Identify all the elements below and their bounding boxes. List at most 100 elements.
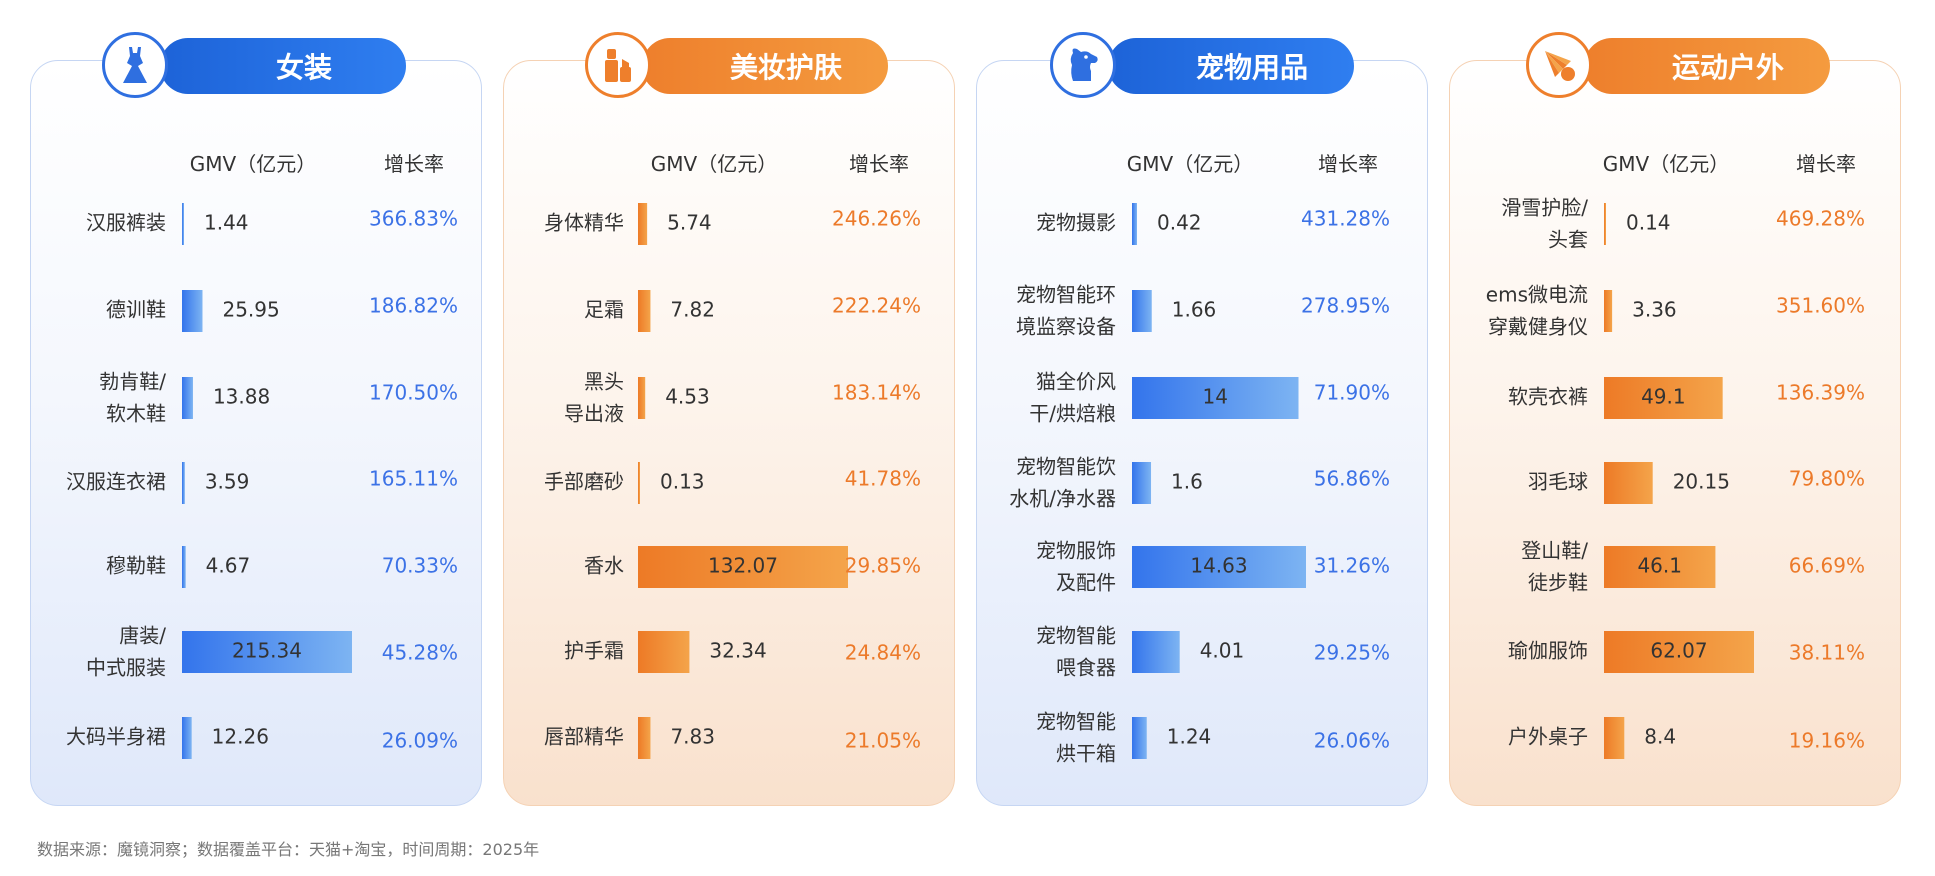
- category-label: 猫全价风: [1036, 370, 1116, 394]
- gmv-bar: [638, 546, 848, 588]
- category-label: ems微电流: [1486, 283, 1588, 307]
- dress-icon: [102, 32, 168, 98]
- gmv-value-label: 20.15: [1673, 470, 1730, 494]
- category-label: 勃肯鞋/: [99, 370, 166, 394]
- growth-header-beauty-skincare: 增长率: [849, 152, 909, 176]
- gmv-value-label: 62.07: [1650, 639, 1707, 663]
- category-label: 香水: [584, 554, 624, 578]
- growth-rate-label: 469.28%: [1776, 207, 1865, 231]
- category-label: 穆勒鞋: [106, 554, 166, 578]
- gmv-bar: [638, 203, 648, 245]
- growth-rate-label: 136.39%: [1776, 381, 1865, 405]
- category-label: 干/烘焙粮: [1029, 402, 1116, 426]
- gmv-bar: [182, 462, 185, 504]
- category-label: 户外桌子: [1508, 725, 1588, 749]
- gmv-bar: [1604, 377, 1723, 419]
- growth-rate-label: 26.09%: [382, 729, 458, 753]
- category-label: 手部磨砂: [544, 470, 624, 494]
- growth-rate-label: 19.16%: [1789, 729, 1865, 753]
- category-label: 唐装/: [119, 624, 166, 648]
- gmv-header-pet-supplies: GMV（亿元）: [1126, 152, 1254, 176]
- cosmetics-icon: [585, 32, 651, 98]
- shuttlecock-icon: [1526, 32, 1592, 98]
- category-label: 黑头: [584, 370, 624, 394]
- gmv-bar: [1604, 717, 1625, 759]
- category-label: 水机/净水器: [1009, 487, 1116, 511]
- growth-rate-label: 366.83%: [369, 207, 458, 231]
- gmv-bar: [1132, 631, 1180, 673]
- gmv-header-sports-outdoor: GMV（亿元）: [1602, 152, 1730, 176]
- category-label: 宠物服饰: [1036, 539, 1116, 563]
- gmv-value-label: 25.95: [222, 298, 279, 322]
- category-label: 德训鞋: [106, 298, 166, 322]
- gmv-bar: [182, 631, 352, 673]
- growth-rate-label: 45.28%: [382, 641, 458, 665]
- gmv-bar: [1132, 203, 1137, 245]
- growth-rate-label: 431.28%: [1301, 207, 1390, 231]
- gmv-bar: [182, 203, 184, 245]
- gmv-value-label: 3.36: [1632, 298, 1677, 322]
- category-label: 滑雪护脸/: [1501, 196, 1588, 220]
- category-label: 羽毛球: [1528, 470, 1588, 494]
- growth-rate-label: 66.69%: [1789, 554, 1865, 578]
- growth-rate-label: 70.33%: [382, 554, 458, 578]
- category-label: 瑜伽服饰: [1508, 639, 1588, 663]
- panel-beauty-skincare: [503, 60, 955, 806]
- gmv-value-label: 0.13: [660, 470, 705, 494]
- gmv-value-label: 4.67: [206, 554, 251, 578]
- gmv-value-label: 49.1: [1641, 385, 1686, 409]
- gmv-bar: [1604, 290, 1613, 332]
- gmv-value-label: 14: [1203, 385, 1228, 409]
- gmv-value-label: 7.82: [670, 298, 715, 322]
- dog-icon: [1050, 32, 1116, 98]
- gmv-bar: [182, 377, 193, 419]
- growth-rate-label: 56.86%: [1314, 467, 1390, 491]
- category-label: 足霜: [584, 298, 624, 322]
- growth-rate-label: 38.11%: [1789, 641, 1865, 665]
- gmv-bar: [638, 631, 690, 673]
- category-label: 喂食器: [1056, 656, 1116, 680]
- gmv-bar: [1132, 290, 1152, 332]
- growth-header-womens-wear: 增长率: [384, 152, 444, 176]
- category-label: 宠物摄影: [1036, 211, 1116, 235]
- gmv-bar: [1604, 462, 1653, 504]
- panel-sports-outdoor: [1449, 60, 1901, 806]
- growth-header-sports-outdoor: 增长率: [1796, 152, 1856, 176]
- growth-rate-label: 278.95%: [1301, 294, 1390, 318]
- gmv-bar: [638, 462, 640, 504]
- gmv-bar: [1604, 631, 1754, 673]
- gmv-bar: [638, 717, 651, 759]
- category-label: 境监察设备: [1016, 315, 1116, 339]
- gmv-bar: [1132, 717, 1147, 759]
- growth-rate-label: 29.85%: [845, 554, 921, 578]
- gmv-value-label: 46.1: [1637, 554, 1682, 578]
- category-label: 护手霜: [564, 639, 624, 663]
- category-label: 唇部精华: [544, 725, 624, 749]
- gmv-bar: [1132, 377, 1299, 419]
- gmv-bar: [1604, 203, 1606, 245]
- gmv-value-label: 4.01: [1200, 639, 1245, 663]
- category-label: 宠物智能: [1036, 624, 1116, 648]
- category-label: 导出液: [564, 402, 624, 426]
- category-label: 及配件: [1056, 571, 1116, 595]
- gmv-value-label: 1.24: [1167, 725, 1212, 749]
- panel-pet-supplies: [976, 60, 1428, 806]
- gmv-value-label: 132.07: [708, 554, 778, 578]
- panel-title-sports-outdoor: 运动户外: [1584, 38, 1830, 94]
- gmv-value-label: 1.44: [204, 211, 249, 235]
- gmv-value-label: 0.14: [1626, 211, 1671, 235]
- growth-rate-label: 165.11%: [369, 467, 458, 491]
- gmv-value-label: 8.4: [1644, 725, 1676, 749]
- gmv-header-womens-wear: GMV（亿元）: [189, 152, 317, 176]
- growth-rate-label: 222.24%: [832, 294, 921, 318]
- gmv-bar: [1604, 546, 1716, 588]
- category-label: 软壳衣裤: [1508, 385, 1588, 409]
- growth-rate-label: 31.26%: [1314, 554, 1390, 578]
- category-label: 软木鞋: [106, 402, 166, 426]
- gmv-value-label: 12.26: [212, 725, 269, 749]
- category-label: 宠物智能: [1036, 710, 1116, 734]
- category-label: 徒步鞋: [1528, 571, 1588, 595]
- category-label: 宠物智能环: [1016, 283, 1116, 307]
- gmv-value-label: 3.59: [205, 470, 250, 494]
